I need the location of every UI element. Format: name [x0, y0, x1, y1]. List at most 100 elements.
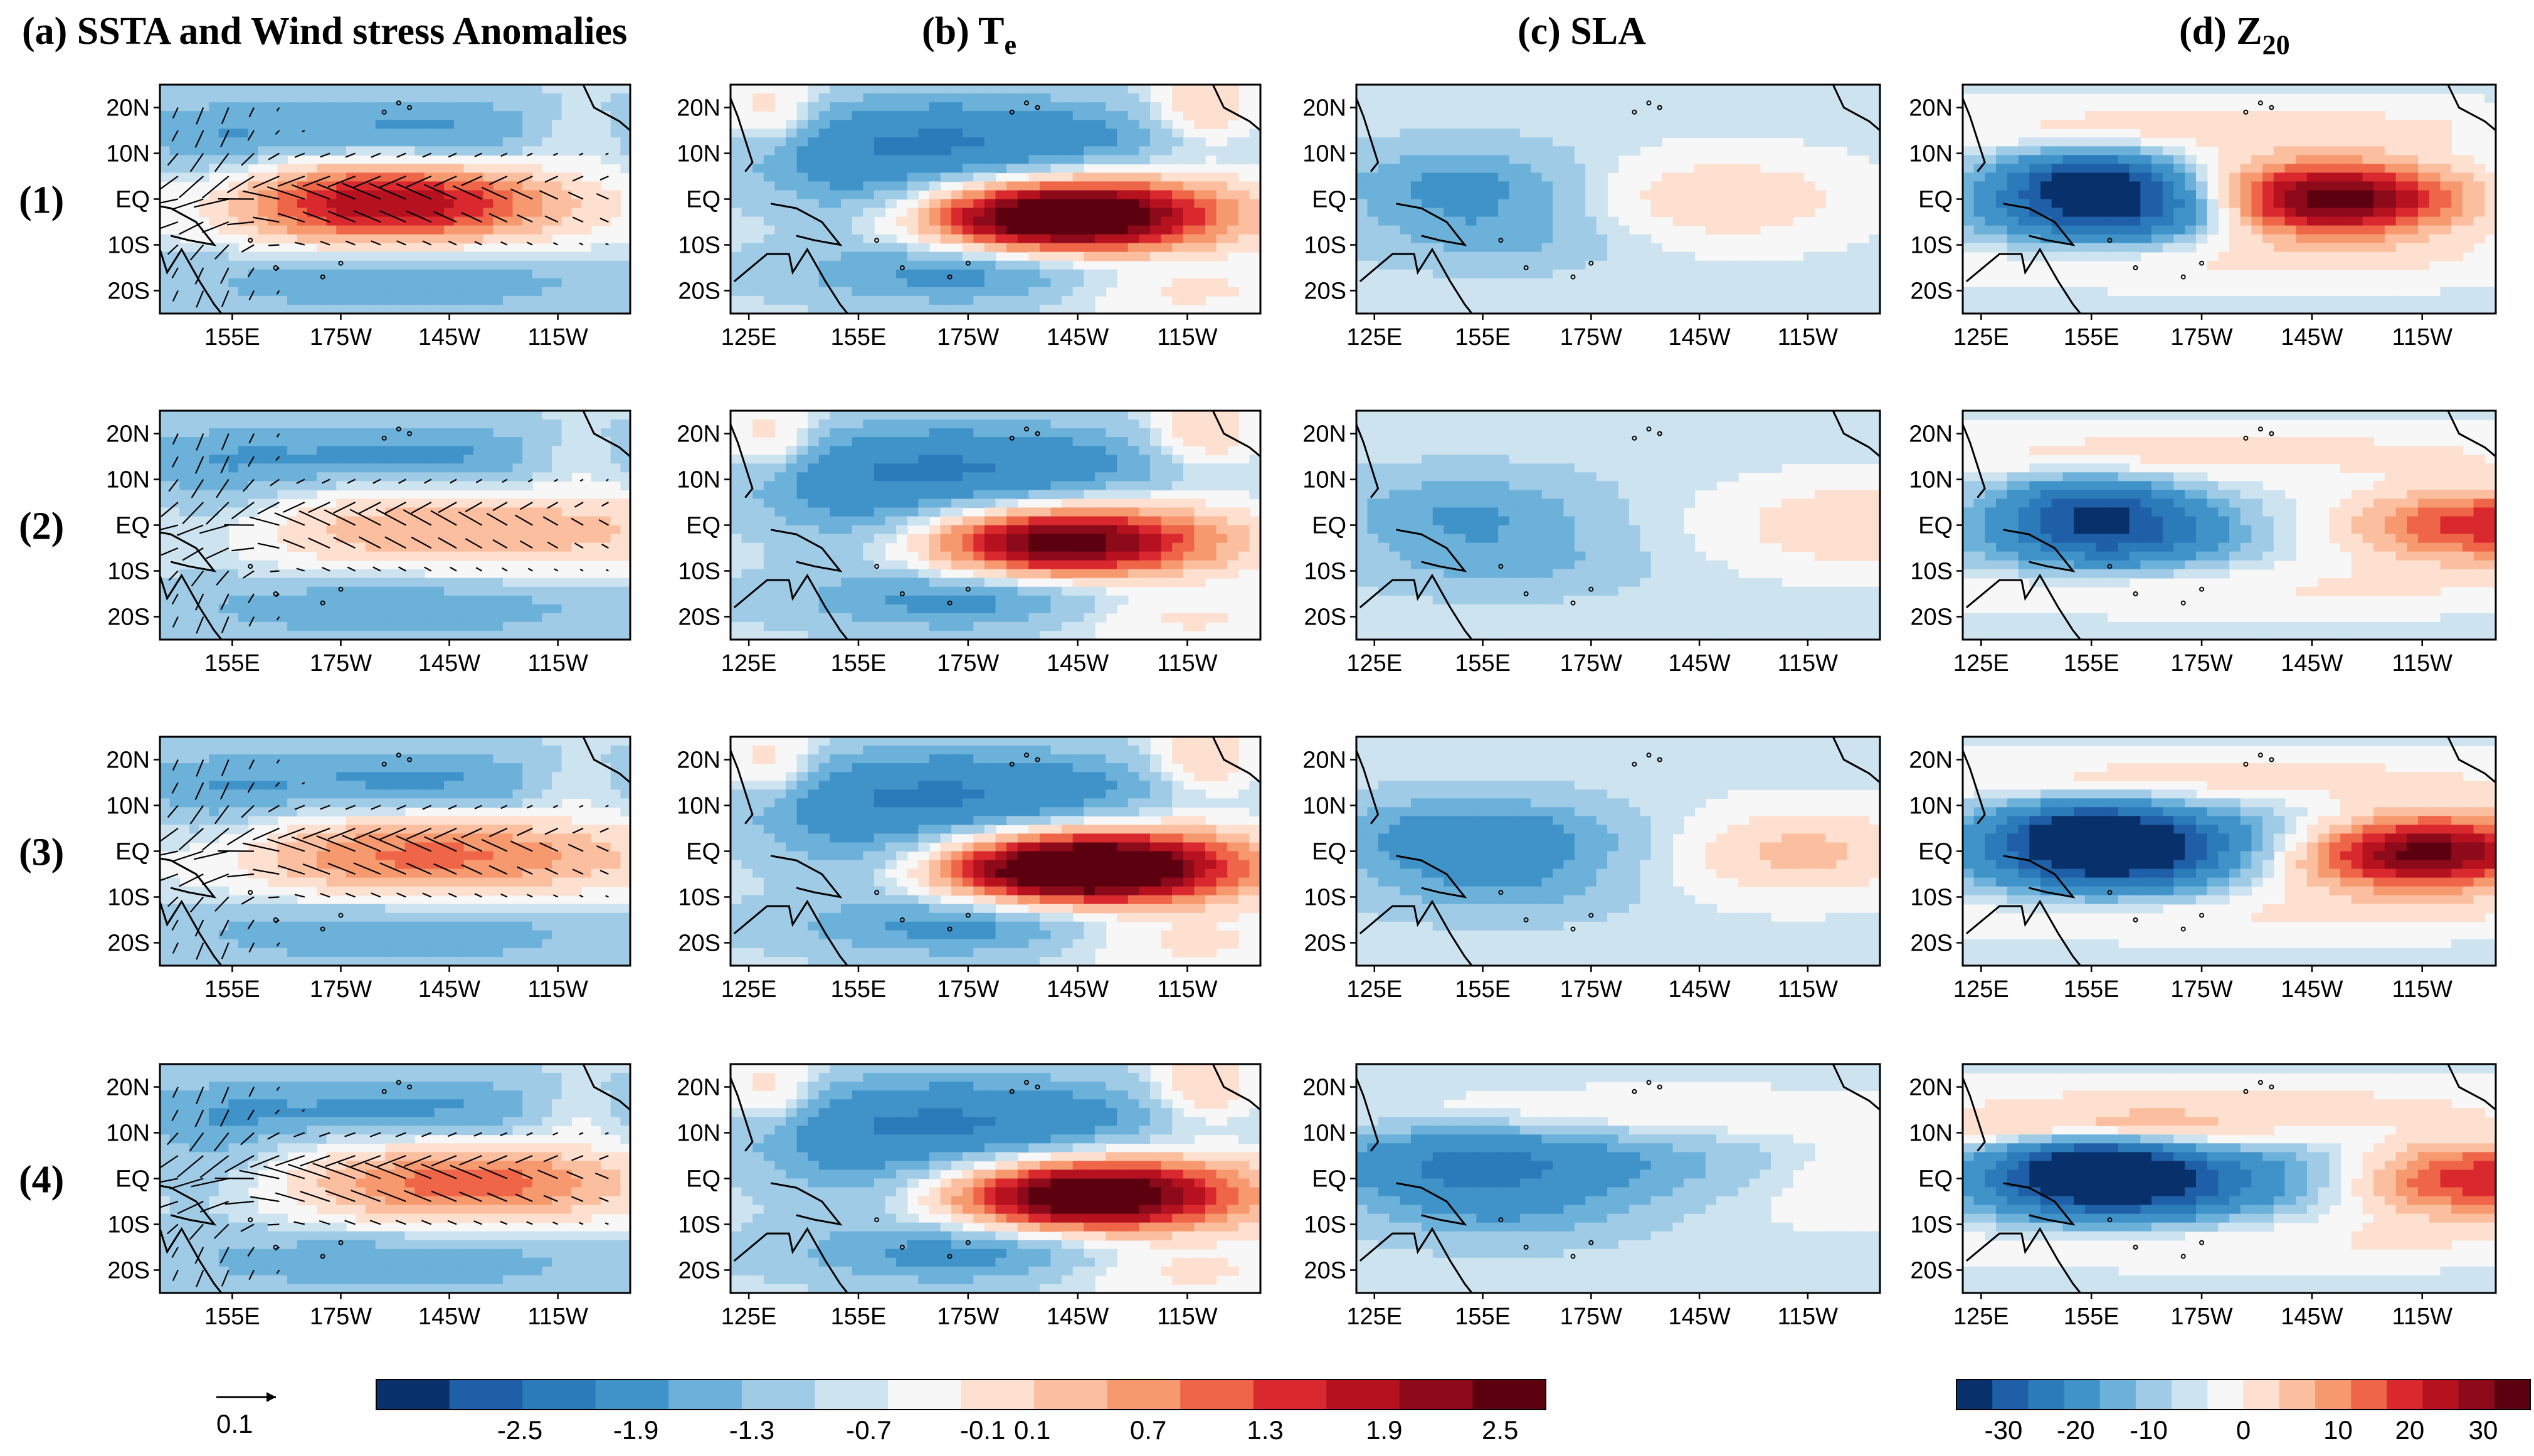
heat-cell — [463, 419, 474, 429]
heat-cell — [581, 868, 592, 878]
heat-cell — [346, 428, 357, 438]
heat-cell — [522, 269, 533, 279]
heat-cell — [444, 763, 455, 773]
heat-cell — [277, 525, 288, 535]
heat-cell — [561, 851, 572, 861]
wind-vector — [571, 517, 584, 526]
heat-cell — [356, 295, 366, 305]
heat-cell — [385, 868, 396, 878]
heat-cell — [552, 1152, 562, 1162]
heat-cell — [395, 737, 406, 746]
heat-cell — [326, 172, 337, 182]
heat-cell — [473, 525, 484, 535]
heat-cell — [228, 428, 239, 438]
heat-cell — [493, 437, 504, 446]
heat-cell — [238, 120, 249, 129]
wind-vector — [596, 845, 609, 852]
heat-cell — [522, 595, 533, 605]
heat-cell — [326, 1284, 337, 1293]
wind-vector — [196, 290, 204, 308]
heat-cell — [179, 278, 190, 288]
heat-cell — [591, 1064, 601, 1074]
wind-vector — [276, 107, 280, 112]
heat-cell — [591, 877, 601, 887]
heat-cell — [267, 411, 278, 420]
heat-cell — [179, 1266, 190, 1276]
heat-cell — [522, 613, 533, 623]
heat-cell — [189, 1082, 200, 1091]
wind-vector — [601, 502, 609, 507]
heat-cell — [199, 1082, 209, 1091]
heat-cell — [552, 1187, 562, 1197]
heat-cell — [581, 842, 592, 852]
heat-cell — [552, 877, 562, 887]
heat-cell — [620, 85, 630, 94]
heat-cell — [297, 225, 308, 235]
heat-cell — [346, 816, 357, 826]
heat-cell — [453, 586, 465, 596]
heat-cell — [601, 278, 611, 288]
heat-cell — [444, 1099, 455, 1109]
heat-cell — [473, 781, 484, 790]
heat-cell — [444, 411, 455, 420]
heat-cell — [542, 269, 552, 279]
heat-cell — [404, 1082, 415, 1091]
heat-cell — [473, 1257, 484, 1267]
heat-cell — [238, 216, 249, 226]
heat-cell — [209, 833, 219, 843]
heat-cell — [336, 287, 347, 297]
heat-cell — [581, 851, 592, 861]
heat-cell — [199, 490, 209, 500]
heat-cell — [552, 1257, 562, 1267]
heat-cell — [483, 190, 494, 200]
lat-tick-label: 20N — [106, 421, 150, 448]
heat-cell — [463, 868, 474, 878]
heat-cell — [424, 1248, 435, 1258]
heat-cell — [473, 93, 484, 103]
heat-cell — [532, 886, 543, 896]
heat-cell — [610, 278, 621, 288]
heat-cell — [483, 621, 494, 631]
heat-cell — [356, 1082, 366, 1091]
heat-cell — [542, 1266, 552, 1276]
heat-cell — [414, 816, 425, 826]
heat-cell — [512, 1082, 523, 1091]
heat-cell — [444, 1257, 455, 1267]
heat-cell — [542, 146, 552, 156]
heat-cell — [189, 419, 200, 429]
heat-cell — [160, 1082, 171, 1091]
heat-cell — [512, 595, 523, 605]
heat-cell — [424, 737, 435, 746]
heat-cell — [542, 781, 552, 790]
heat-cell — [307, 481, 317, 491]
heat-cell — [502, 1231, 514, 1241]
heat-cell — [522, 305, 533, 314]
wind-vector — [270, 570, 280, 572]
heat-cell — [258, 895, 268, 905]
wind-vector — [276, 290, 280, 295]
heat-cell — [356, 463, 366, 473]
heat-cell — [522, 904, 533, 914]
heat-cell — [287, 542, 298, 552]
heat-cell — [571, 146, 582, 156]
heat-cell — [346, 1266, 357, 1276]
heat-cell — [414, 1187, 425, 1197]
heat-cell — [473, 111, 484, 120]
heat-cell — [512, 772, 523, 781]
island-dot — [381, 761, 387, 767]
heat-cell — [522, 446, 533, 455]
heat-cell — [561, 1196, 572, 1206]
heat-cell — [356, 886, 366, 896]
heat-cell — [601, 102, 611, 112]
heat-cell — [356, 225, 366, 235]
heat-cell — [179, 1248, 190, 1258]
heat-cell — [277, 1152, 288, 1162]
heat-cell — [610, 613, 621, 623]
heat-cell — [317, 146, 327, 156]
wind-vector — [172, 433, 179, 445]
heat-cell — [346, 234, 357, 244]
heat-cell — [317, 269, 327, 279]
heat-cell — [267, 93, 278, 103]
heat-cell — [502, 1073, 514, 1082]
heat-cell — [307, 595, 317, 605]
